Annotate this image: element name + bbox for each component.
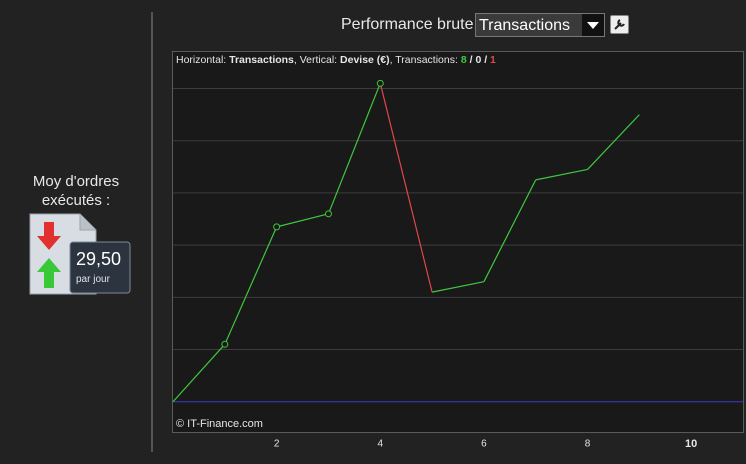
caption-flat: 0 <box>475 54 481 66</box>
caption-part: Horizontal: <box>176 54 226 66</box>
line-segment <box>483 179 537 282</box>
line-segment <box>535 168 588 181</box>
caption-up: 8 <box>461 54 467 66</box>
plot-frame <box>172 51 744 433</box>
caption-part: , Transactions: <box>390 54 458 66</box>
caption-part: Transactions <box>229 54 294 66</box>
line-segment <box>431 281 485 293</box>
watermark: © IT-Finance.com <box>176 418 263 430</box>
line-segment <box>327 83 381 215</box>
point-marker <box>273 223 281 231</box>
dropdown[interactable]: Transactions <box>475 13 605 37</box>
x-tick-label: 8 <box>585 439 591 450</box>
line-segment <box>379 83 433 293</box>
x-tick-label: 2 <box>274 439 280 450</box>
point-marker <box>324 210 332 218</box>
point-marker <box>221 340 229 348</box>
caption-part: , Vertical: <box>294 54 337 66</box>
sidebar-label: Moy d'ordres exécutés : <box>32 173 120 209</box>
stat-card-icon <box>29 213 131 295</box>
dropdown-arrow <box>582 14 604 36</box>
dropdown-value: Transactions <box>479 17 570 34</box>
point-marker <box>376 79 384 87</box>
line-segment <box>224 226 278 345</box>
caption-down: 1 <box>490 54 496 66</box>
divider <box>151 12 153 452</box>
header-title: Performance brute <box>341 16 474 33</box>
x-tick-label: 4 <box>377 439 383 450</box>
stat-unit: par jour <box>76 274 110 285</box>
line-segment <box>276 213 329 228</box>
x-tick-label: 10 <box>685 438 697 450</box>
stat-value: 29,50 <box>76 249 122 269</box>
settings-button[interactable] <box>610 15 629 34</box>
chart-caption: Horizontal: Transactions, Vertical: Devi… <box>176 54 496 66</box>
x-tick-label: 6 <box>481 439 487 450</box>
caption-part: Devise (€) <box>340 54 390 66</box>
line-segment <box>172 343 226 403</box>
line-segment <box>587 114 640 170</box>
